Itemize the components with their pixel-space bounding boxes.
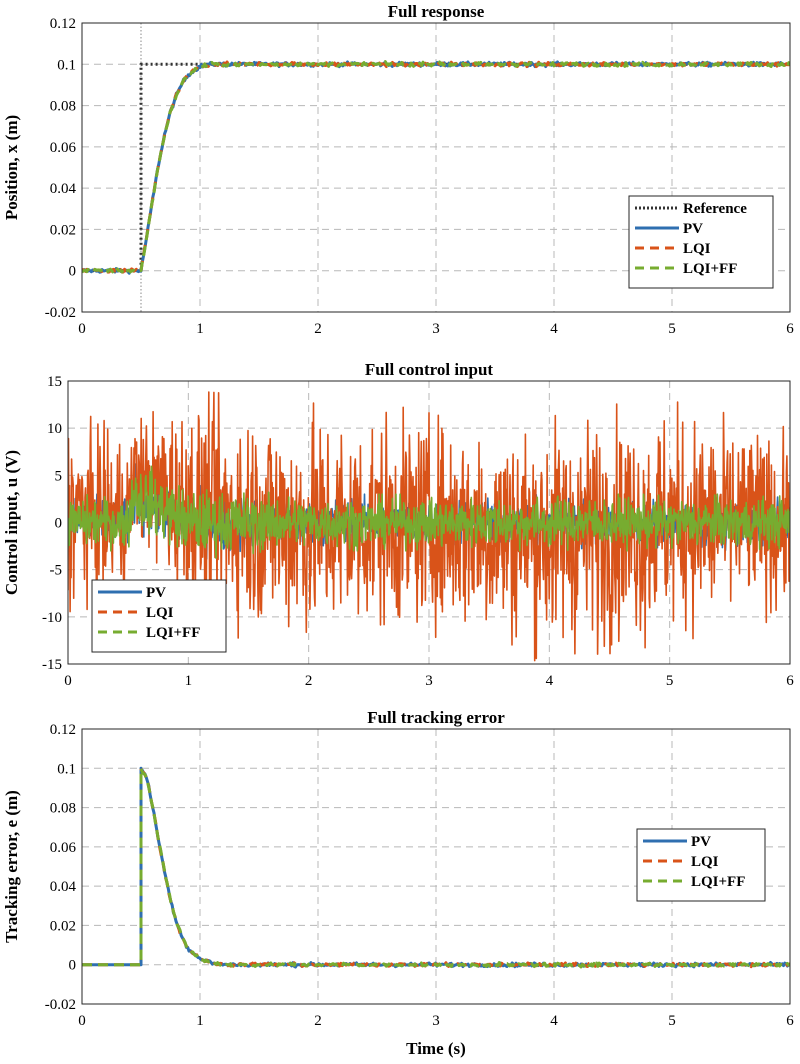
x-tick-label: 3 (432, 1013, 440, 1029)
y-tick-label: -0.02 (45, 997, 76, 1013)
plot-area (68, 391, 790, 662)
legend-label: LQI (146, 605, 174, 621)
y-tick-label: 15 (47, 374, 62, 390)
y-tick-label: 0.06 (50, 140, 77, 156)
y-tick-label: 0.04 (50, 181, 77, 197)
chart-panel-1: 0 1 2 3 4 5 6-0.0200.020.040.060.080.10.12Full… (2, 2, 794, 337)
y-tick-label: -0.02 (45, 305, 76, 321)
series-line-lqi-ff (68, 465, 790, 559)
axes-frame (67, 380, 791, 665)
x-tick-label: 6 (786, 1013, 794, 1029)
x-tick-label: 0 (78, 321, 86, 337)
axes-frame (81, 728, 791, 1005)
y-tick-label: 0.02 (50, 222, 76, 238)
x-tick-label: 5 (666, 673, 674, 689)
y-tick-label: 0.1 (57, 761, 76, 777)
legend-label: LQI (691, 854, 719, 870)
x-tick-label: 6 (786, 321, 794, 337)
legend-label: Reference (683, 201, 747, 217)
x-tick-label: 4 (550, 321, 558, 337)
y-tick-label: 5 (55, 468, 63, 484)
y-axis-label: Tracking error, e (m) (2, 790, 21, 943)
axes-frame (81, 22, 791, 313)
x-tick-label: 4 (550, 1013, 558, 1029)
legend: Reference PV LQI LQI+FF (628, 195, 774, 289)
legend-label: LQI+FF (683, 261, 737, 277)
y-tick-label: 0.12 (50, 16, 76, 32)
legend-label: LQI+FF (146, 625, 200, 641)
y-tick-label: -15 (42, 657, 62, 673)
legend: PV LQI LQI+FF (636, 828, 766, 902)
legend-box (628, 195, 774, 289)
series-line-lqi-ff (82, 60, 790, 274)
chart-title: Full tracking error (367, 708, 505, 727)
y-tick-label: 0.04 (50, 879, 77, 895)
legend: PV LQI LQI+FF (91, 579, 227, 653)
series-line-lqi-ff (82, 766, 790, 969)
y-tick-label: 0.1 (57, 57, 76, 73)
y-tick-label: 0.08 (50, 99, 76, 115)
x-axis-label: Time (s) (406, 1039, 466, 1058)
y-tick-label: 10 (47, 421, 62, 437)
x-tick-label: 2 (314, 1013, 322, 1029)
x-tick-label: 2 (314, 321, 322, 337)
legend-label: PV (146, 585, 166, 601)
x-tick-label: 1 (196, 1013, 204, 1029)
legend-label: PV (691, 834, 711, 850)
plot-area (82, 766, 790, 969)
y-tick-label: -5 (50, 563, 63, 579)
y-tick-label: 0 (69, 264, 77, 280)
y-tick-label: 0.02 (50, 918, 76, 934)
y-tick-label: 0 (69, 958, 77, 974)
y-tick-label: 0.06 (50, 840, 77, 856)
chart-panel-2: 0 1 2 3 4 5 6 -15 -10 -5 0 5 10 15 Full control input C… (2, 360, 794, 689)
legend-label: PV (683, 221, 703, 237)
chart-panel-3: 0 1 2 3 4 5 6-0.0200.020.040.060.080.10.12Full… (2, 708, 794, 1058)
x-tick-label: 5 (668, 321, 676, 337)
plot-area (82, 23, 790, 312)
x-tick-label: 0 (78, 1013, 86, 1029)
y-tick-label: 0.12 (50, 722, 76, 738)
x-tick-label: 6 (786, 673, 794, 689)
chart-title: Full response (388, 2, 485, 21)
y-tick-label: 0.08 (50, 801, 76, 817)
y-axis-label: Position, x (m) (2, 115, 21, 220)
x-tick-label: 0 (64, 673, 72, 689)
chart-title: Full control input (365, 360, 493, 379)
x-tick-label: 4 (546, 673, 554, 689)
x-tick-label: 1 (196, 321, 204, 337)
y-tick-label: -10 (42, 610, 62, 626)
y-tick-label: 0 (55, 516, 63, 532)
x-tick-label: 3 (425, 673, 433, 689)
x-tick-label: 2 (305, 673, 313, 689)
x-tick-label: 3 (432, 321, 440, 337)
legend-label: LQI (683, 241, 711, 257)
x-tick-label: 1 (185, 673, 193, 689)
x-tick-label: 5 (668, 1013, 676, 1029)
legend-label: LQI+FF (691, 874, 745, 890)
y-axis-label: Control input, u (V) (2, 450, 21, 595)
